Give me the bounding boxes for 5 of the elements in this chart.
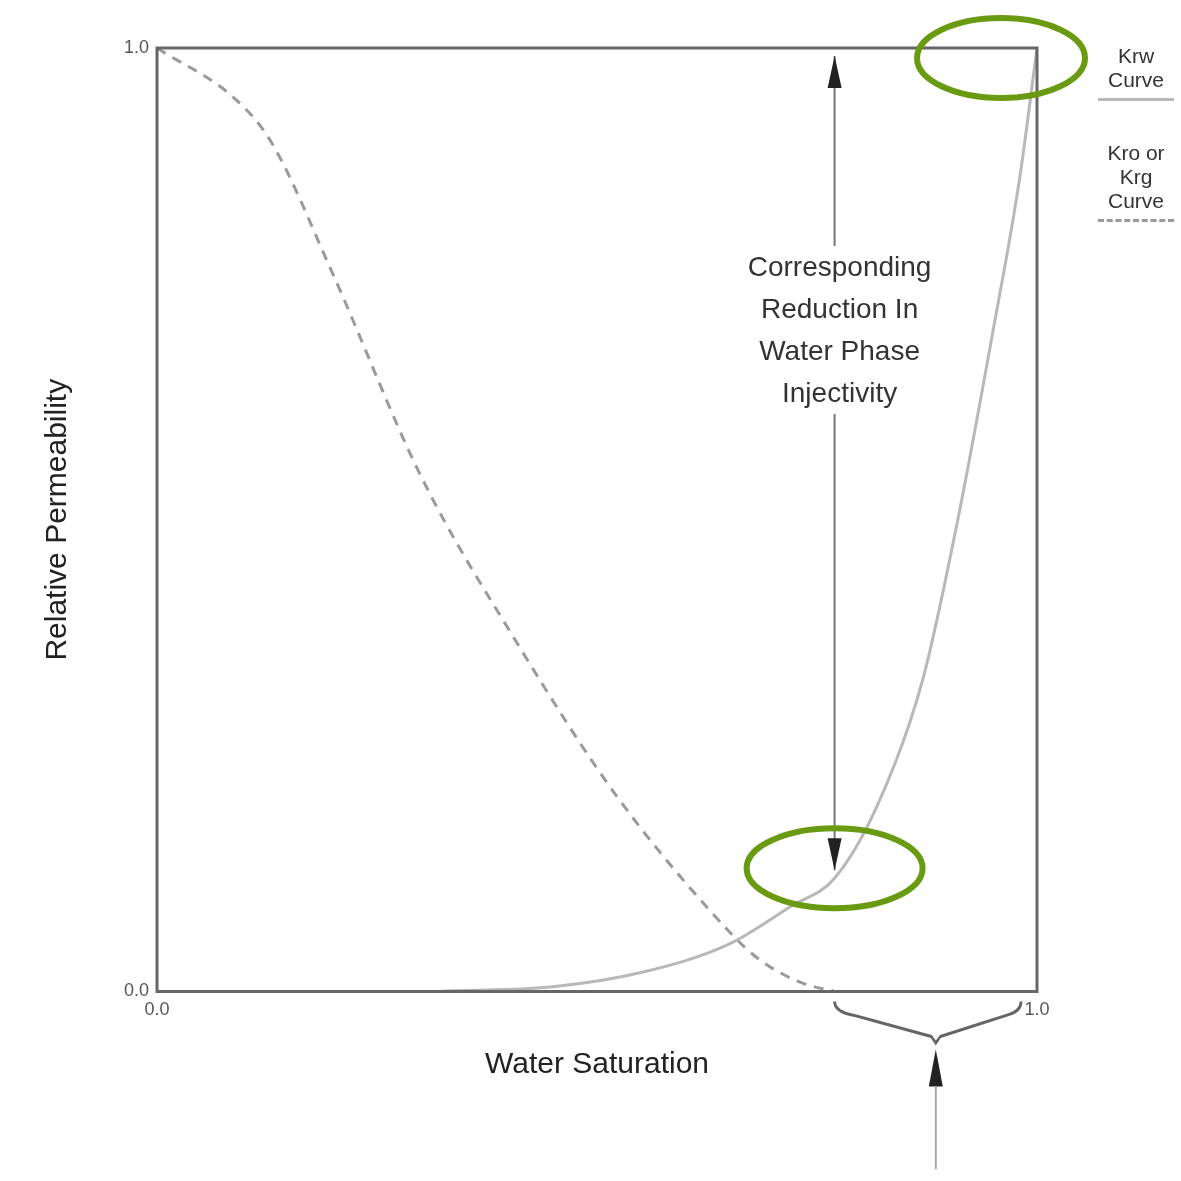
- x-axis-title: Water Saturation: [485, 1046, 710, 1080]
- y-axis-title: Relative Permeability: [39, 378, 73, 661]
- text: Krw Curve: [1107, 44, 1165, 92]
- text: Kro or Krg Curve: [1106, 141, 1166, 213]
- ref-line-label: Corresponding Reduction In Water Phase Injectivity: [724, 246, 955, 415]
